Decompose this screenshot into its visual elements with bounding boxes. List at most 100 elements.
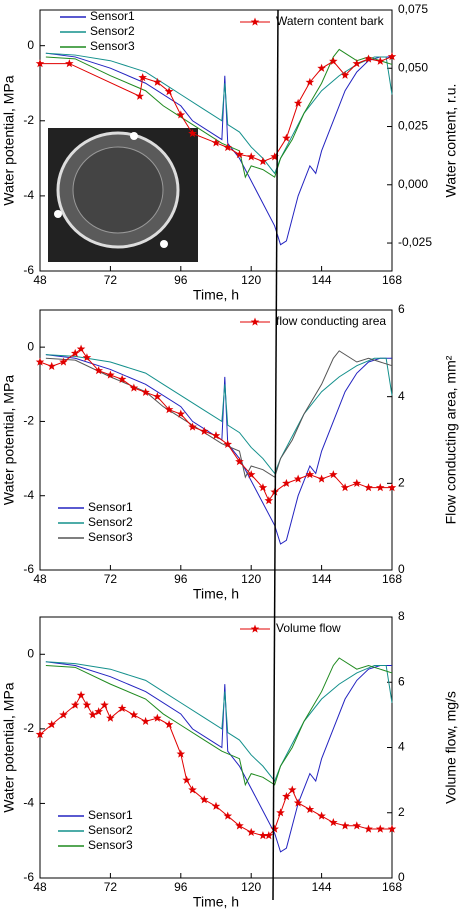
star-marker — [176, 749, 186, 758]
star-marker — [138, 73, 147, 82]
y-tick-label: -6 — [23, 263, 34, 277]
sensor-line — [45, 661, 392, 853]
star-marker — [70, 348, 80, 357]
star-marker — [65, 59, 74, 68]
y-tick-label: -2 — [23, 414, 34, 428]
star-marker — [270, 152, 279, 161]
x-tick-label: 120 — [241, 880, 261, 894]
star-marker — [329, 56, 338, 65]
star-marker — [264, 831, 274, 840]
sensor-line — [45, 657, 393, 787]
star-marker — [100, 700, 109, 709]
star-marker — [129, 710, 139, 719]
y2-tick-label: -0,025 — [398, 235, 432, 249]
legend-label: Sensor3 — [90, 39, 135, 53]
y2-axis-label: Volume flow, mg/s — [443, 691, 459, 804]
star-marker — [199, 426, 209, 435]
legend-label: Sensor3 — [88, 530, 133, 544]
sensor-line — [45, 354, 393, 475]
star-marker — [317, 474, 326, 483]
star-marker — [246, 152, 256, 161]
legend-label: Sensor2 — [90, 24, 135, 38]
legend-label: Sensor2 — [88, 515, 133, 529]
marker-dot — [54, 210, 62, 218]
y-tick-label: 0 — [27, 646, 34, 660]
marker-dot — [130, 132, 138, 140]
y-tick-label: -4 — [23, 488, 34, 502]
y-tick-label: -4 — [23, 796, 34, 810]
y-tick-label: -6 — [23, 870, 34, 884]
sensor-line — [45, 52, 392, 246]
star-marker — [305, 470, 315, 479]
y2-tick-label: 0,025 — [398, 119, 428, 133]
y2-tick-label: 4 — [398, 740, 405, 754]
star-marker — [199, 795, 209, 804]
star-marker — [59, 710, 68, 719]
reference-line — [272, 9, 279, 901]
y2-tick-label: 0 — [398, 870, 405, 884]
star-marker — [305, 77, 315, 86]
marker-line — [39, 348, 392, 502]
legend-star — [250, 17, 260, 26]
star-marker — [47, 361, 57, 370]
star-marker — [317, 63, 326, 72]
star-marker — [340, 70, 350, 79]
sensor-line — [45, 48, 393, 179]
star-marker — [387, 52, 397, 61]
legend-star — [250, 317, 260, 326]
y2-axis-label: Flow conducting area, mm² — [443, 355, 459, 524]
x-tick-label: 120 — [241, 273, 261, 287]
y2-tick-label: 2 — [398, 476, 405, 490]
star-marker — [164, 87, 174, 96]
star-marker — [223, 142, 233, 152]
x-tick-label: 168 — [382, 273, 402, 287]
legend-star — [250, 624, 260, 633]
star-marker — [235, 457, 244, 466]
star-marker — [305, 804, 315, 814]
x-tick-label: 168 — [382, 572, 402, 586]
legend-label: flow conducting area — [276, 314, 386, 328]
star-marker — [258, 483, 268, 492]
x-tick-label: 144 — [312, 273, 332, 287]
star-marker — [106, 713, 115, 722]
star-marker — [70, 700, 80, 709]
star-marker — [153, 77, 162, 86]
star-marker — [282, 133, 291, 142]
plot-frame — [39, 309, 393, 571]
star-marker — [270, 824, 279, 833]
star-marker — [375, 483, 385, 492]
star-marker — [141, 716, 150, 726]
star-marker — [329, 470, 338, 479]
star-marker — [153, 392, 162, 401]
star-marker — [164, 720, 174, 729]
star-marker — [235, 821, 244, 830]
x-axis-label: Time, h — [193, 586, 239, 602]
y-tick-label: -2 — [23, 113, 34, 127]
x-tick-label: 144 — [312, 572, 332, 586]
legend-label: Sensor1 — [90, 9, 135, 23]
x-tick-label: 72 — [104, 880, 118, 894]
marker-dot — [160, 240, 168, 248]
legend-label: Sensor2 — [88, 823, 133, 837]
star-marker — [76, 344, 86, 353]
star-marker — [47, 720, 57, 729]
y-axis-label: Water potential, MPa — [1, 375, 17, 505]
x-tick-label: 96 — [174, 572, 188, 586]
star-marker — [258, 831, 268, 840]
legend-label: Watern content bark — [276, 14, 385, 28]
star-marker — [153, 713, 162, 722]
star-marker — [82, 353, 92, 362]
y2-tick-label: 0,000 — [398, 177, 428, 191]
plot-frame — [39, 9, 393, 272]
star-marker — [135, 91, 145, 100]
star-marker — [293, 798, 303, 807]
star-marker — [88, 710, 98, 719]
y2-tick-label: 4 — [398, 389, 405, 403]
star-marker — [352, 478, 362, 487]
legend-label: Sensor3 — [88, 838, 133, 852]
star-marker — [258, 156, 268, 166]
y2-tick-label: 0 — [398, 562, 405, 576]
sensor-line — [45, 661, 393, 783]
inset-photo — [48, 128, 198, 262]
star-marker — [59, 357, 68, 366]
